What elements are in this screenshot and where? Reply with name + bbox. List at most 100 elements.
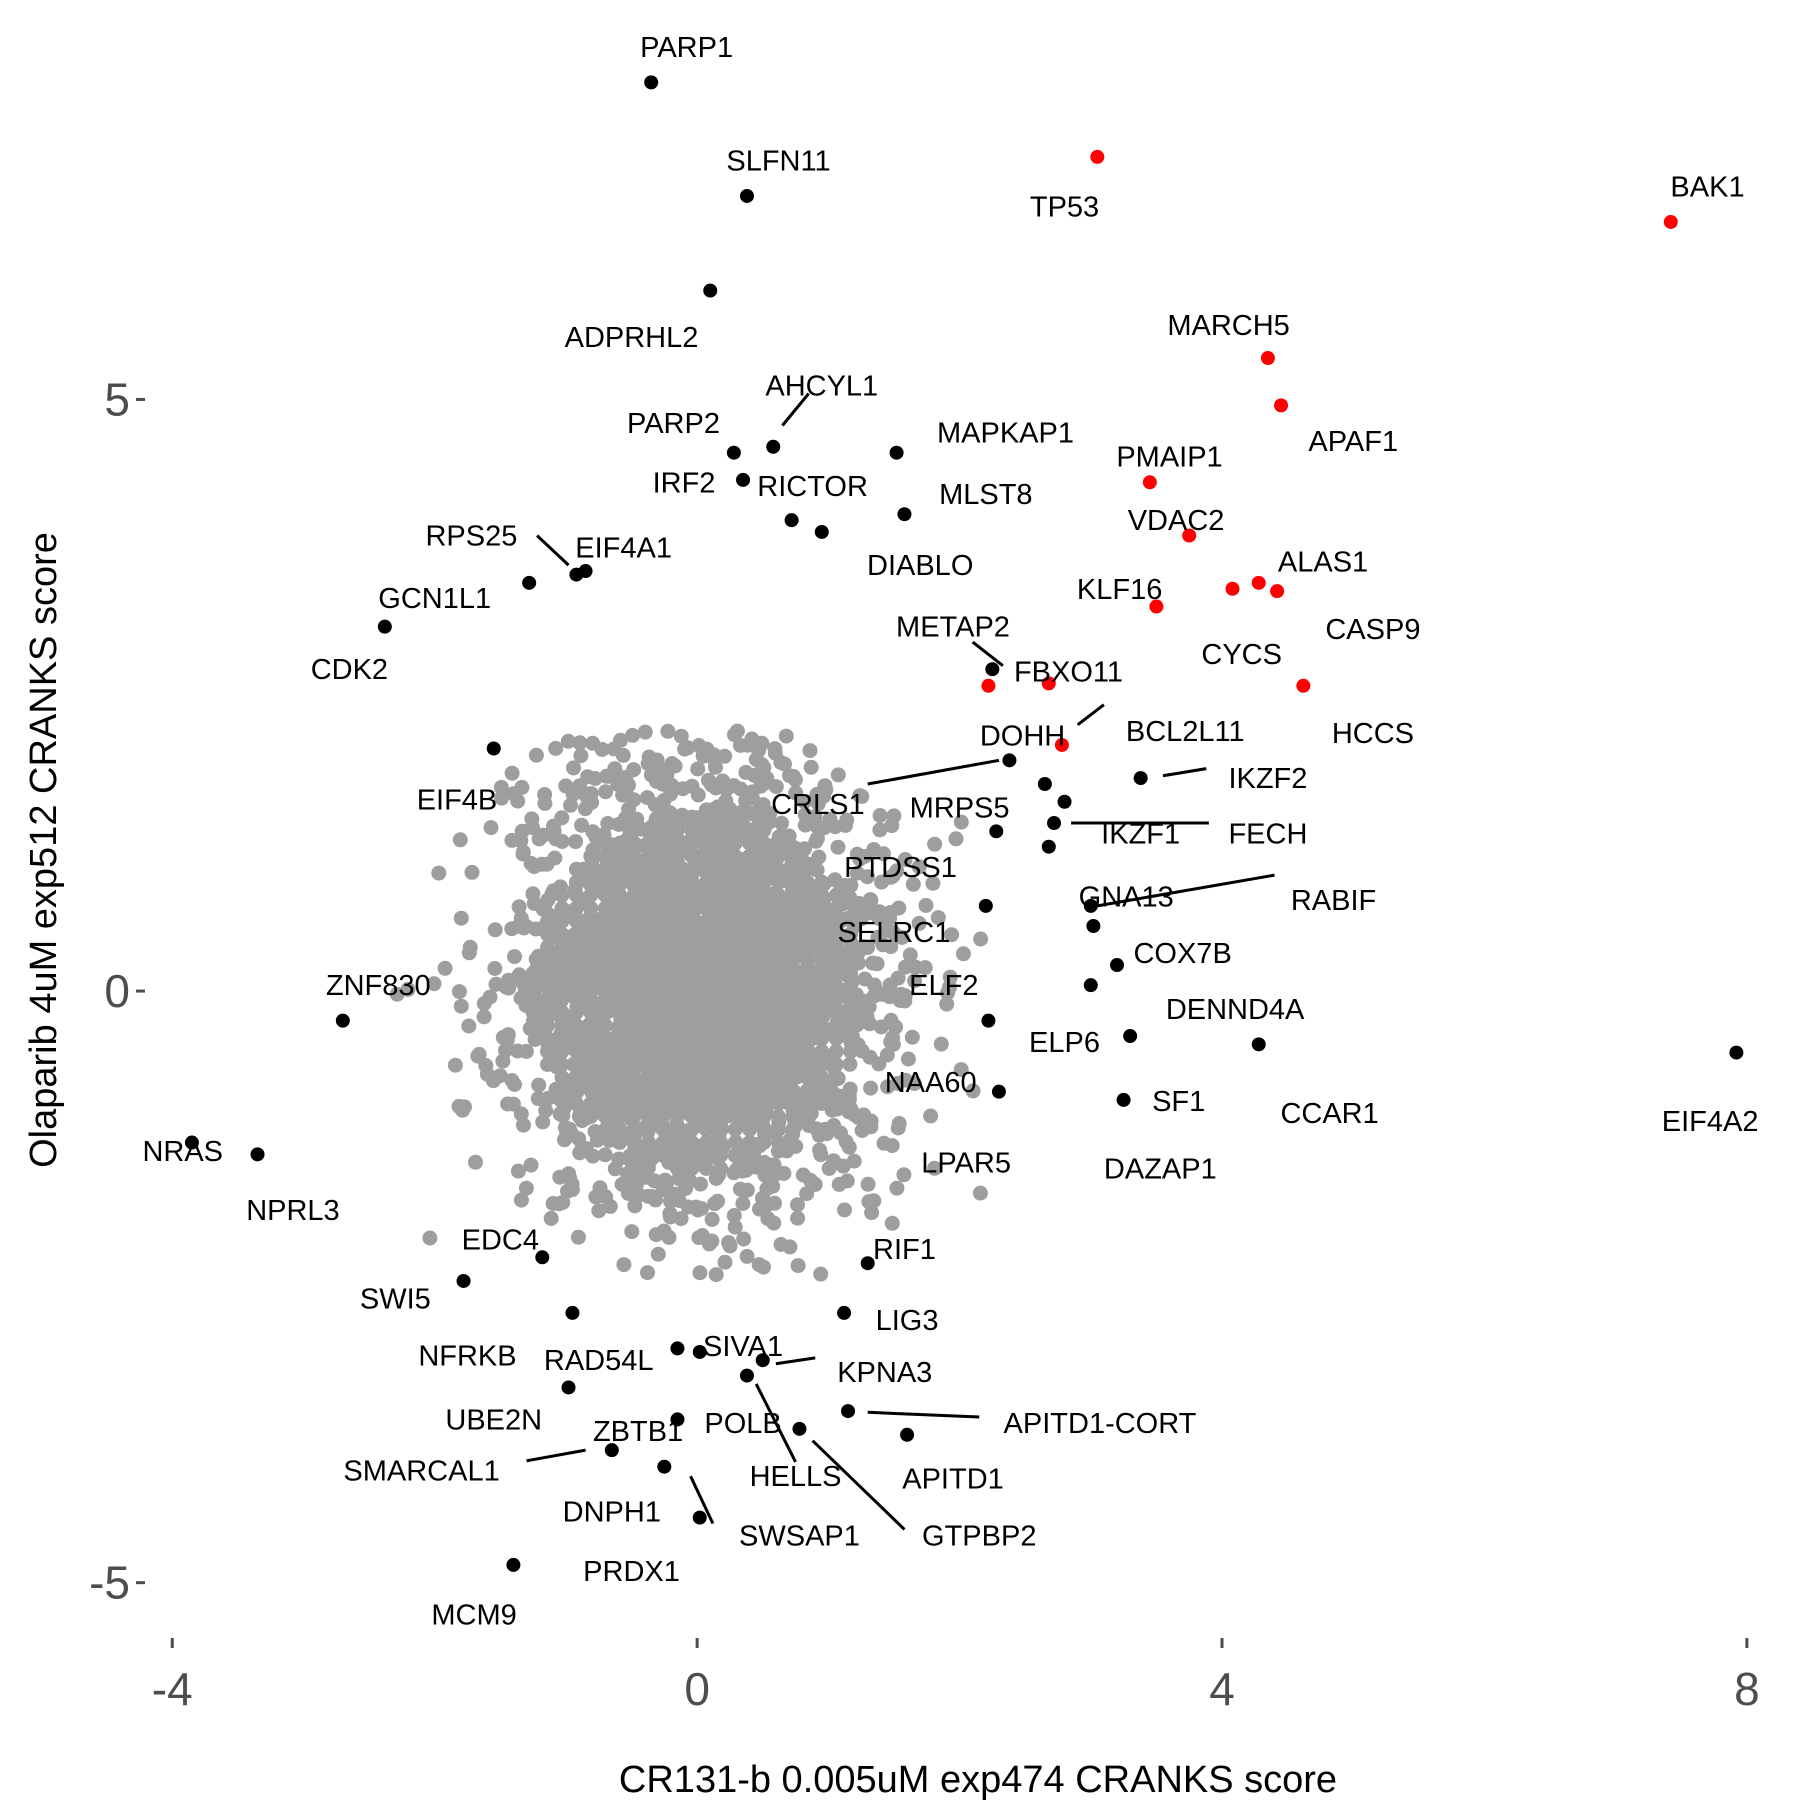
background-point <box>758 807 773 823</box>
background-point <box>727 965 743 981</box>
background-point <box>612 1056 628 1072</box>
background-point <box>727 822 743 838</box>
background-point <box>669 887 685 903</box>
gene-label: LIG3 <box>876 1305 939 1337</box>
background-point <box>583 1030 599 1046</box>
background-point <box>717 1254 733 1270</box>
background-point <box>830 767 846 783</box>
background-point <box>698 991 714 1007</box>
background-point <box>655 822 671 838</box>
background-point <box>765 1178 781 1194</box>
label-connector <box>775 1356 816 1366</box>
background-point <box>510 793 526 809</box>
background-point <box>626 926 642 942</box>
background-point <box>799 1069 815 1085</box>
background-point <box>799 1043 815 1059</box>
background-point <box>626 887 642 903</box>
label-connector <box>811 1439 906 1531</box>
background-point <box>771 848 786 864</box>
background-point <box>673 1211 689 1227</box>
background-point <box>669 848 685 864</box>
background-point <box>756 952 772 968</box>
background-point <box>554 900 570 916</box>
background-point <box>437 960 453 976</box>
background-point <box>554 1030 570 1046</box>
background-point <box>554 978 570 994</box>
gene-label: EDC4 <box>462 1225 539 1257</box>
background-point <box>837 1202 852 1218</box>
background-point <box>874 874 890 890</box>
gene-label: DIABLO <box>867 550 973 582</box>
background-point <box>742 1017 758 1033</box>
background-point <box>862 892 878 908</box>
background-point <box>713 939 729 955</box>
background-point <box>785 1122 801 1137</box>
gene-point: IRF2 <box>736 472 751 487</box>
background-point <box>612 1017 628 1033</box>
background-point <box>756 1096 772 1111</box>
background-point <box>698 1096 714 1111</box>
background-point <box>684 926 700 942</box>
background-point <box>722 1238 738 1254</box>
label-connector <box>754 1383 797 1463</box>
background-point <box>684 874 700 890</box>
background-point <box>927 836 943 852</box>
background-point <box>568 1069 584 1085</box>
background-point <box>560 733 576 749</box>
background-point <box>759 770 775 786</box>
background-point <box>540 978 555 994</box>
background-point <box>626 861 642 877</box>
background-point <box>540 991 555 1007</box>
gene-label: SLFN11 <box>726 145 830 177</box>
background-point <box>684 991 700 1007</box>
background-point <box>698 861 714 877</box>
background-point <box>814 926 830 942</box>
background-point <box>884 1215 900 1231</box>
background-point <box>655 1004 671 1020</box>
background-point <box>669 1161 685 1176</box>
background-point <box>799 900 815 916</box>
background-point <box>797 817 813 833</box>
background-point <box>727 913 743 929</box>
background-point <box>488 976 504 992</box>
background-point <box>880 1079 896 1095</box>
gene-label: NRAS <box>142 1136 223 1168</box>
background-point <box>882 977 898 993</box>
background-point <box>821 1160 837 1176</box>
gene-point: CYCS <box>1225 581 1240 596</box>
background-point <box>799 1186 815 1202</box>
background-point <box>808 833 824 849</box>
background-point <box>734 1163 750 1179</box>
background-point <box>742 1056 758 1072</box>
background-point <box>927 1160 943 1176</box>
background-point <box>684 861 700 877</box>
background-point <box>830 839 846 855</box>
background-point <box>771 861 786 877</box>
background-point <box>669 874 685 890</box>
background-point <box>693 1176 708 1192</box>
background-point <box>742 1004 758 1020</box>
background-point <box>727 1219 743 1235</box>
gene-label: RIF1 <box>873 1234 936 1266</box>
background-point <box>771 926 786 942</box>
background-point <box>641 991 657 1007</box>
gene-point: RAD54L <box>670 1341 685 1356</box>
background-point <box>742 926 758 942</box>
background-point <box>771 913 786 929</box>
background-point <box>640 756 656 772</box>
background-point <box>504 765 520 781</box>
background-point <box>684 848 700 864</box>
background-point <box>884 818 900 834</box>
background-point <box>655 835 671 851</box>
background-point <box>756 848 772 864</box>
gene-label: MAPKAP1 <box>937 418 1074 450</box>
gene-point: APITD1-CORT <box>841 1404 856 1419</box>
background-point <box>799 913 815 929</box>
gene-label: ELF2 <box>909 970 978 1002</box>
background-point <box>828 1056 844 1072</box>
background-point <box>726 1208 742 1223</box>
background-point <box>500 1096 516 1112</box>
background-point <box>616 1257 632 1273</box>
gene-point: ADPRHL2 <box>703 283 718 298</box>
